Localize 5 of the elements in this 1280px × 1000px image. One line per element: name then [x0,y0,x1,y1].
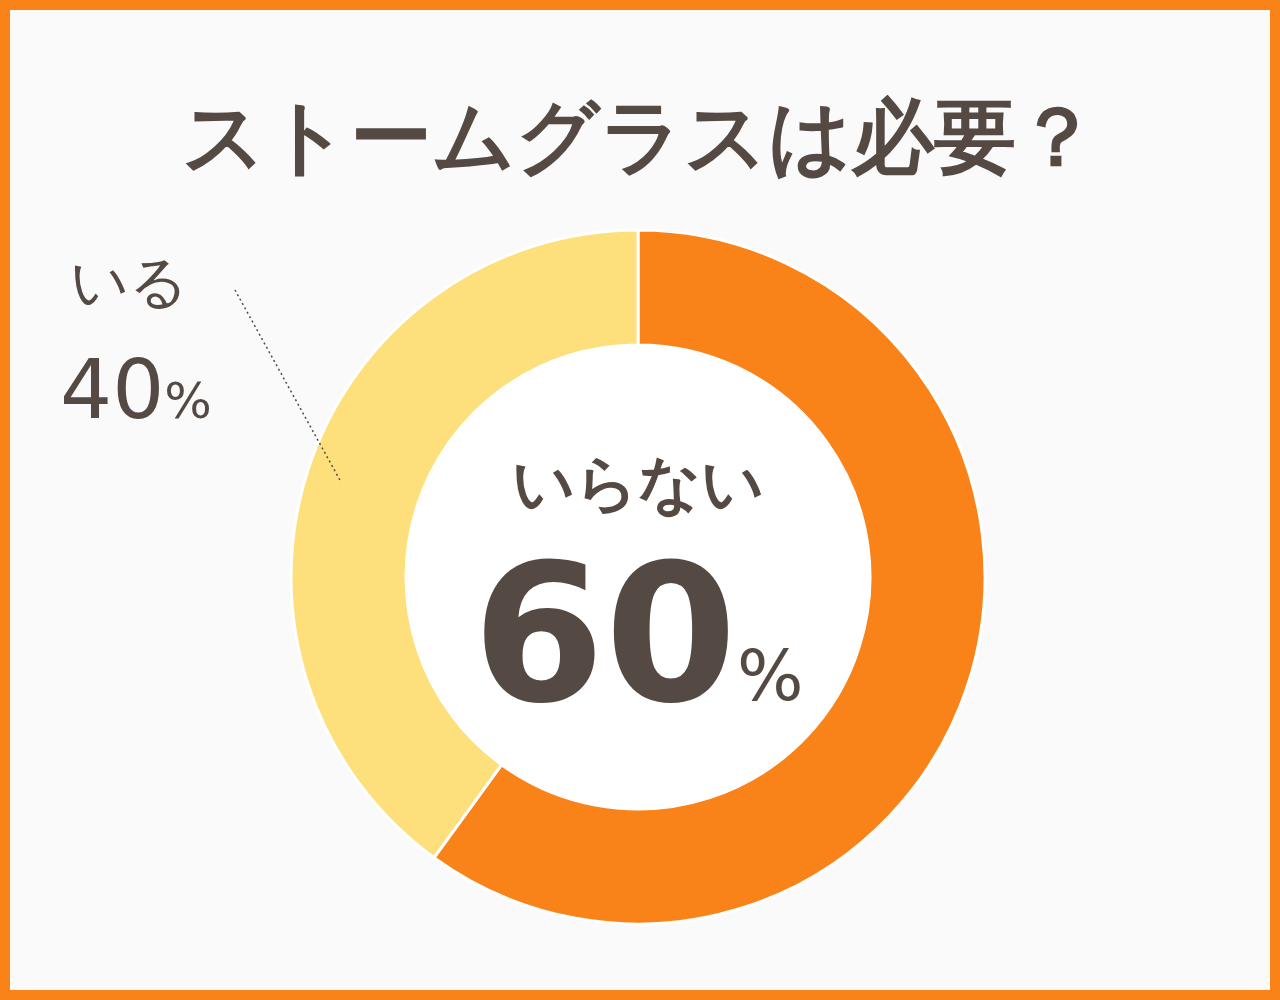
category-label: いる [70,248,188,316]
category-label: いらない [512,447,764,520]
value-label: 40% [60,342,212,437]
title: ストームグラスは必要？ [182,89,1098,184]
value-label: 60% [472,524,804,745]
